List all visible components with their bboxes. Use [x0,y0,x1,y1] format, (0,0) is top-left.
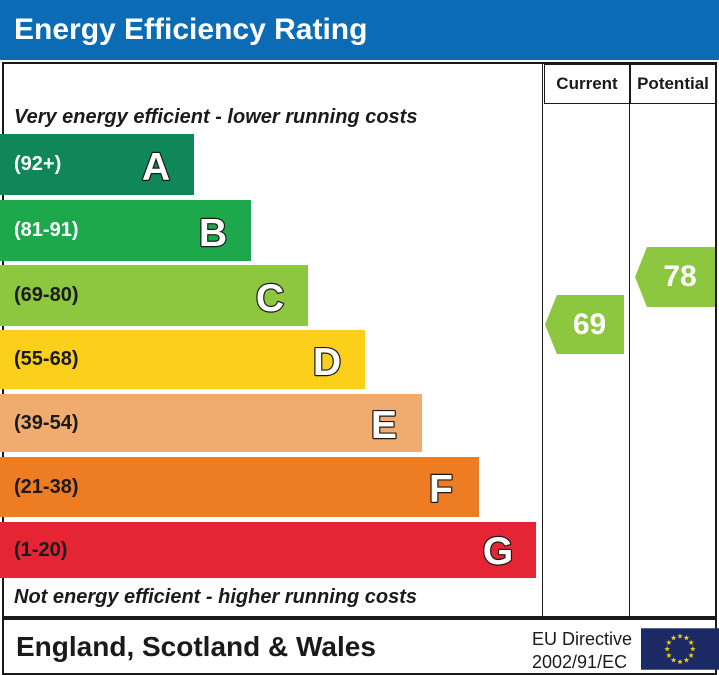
svg-text:D: D [313,341,341,384]
svg-text:G: G [483,530,513,573]
svg-text:F: F [429,468,453,511]
svg-text:C: C [256,277,284,320]
svg-text:B: B [199,212,227,255]
svg-text:E: E [371,404,397,447]
svg-text:A: A [142,146,170,189]
